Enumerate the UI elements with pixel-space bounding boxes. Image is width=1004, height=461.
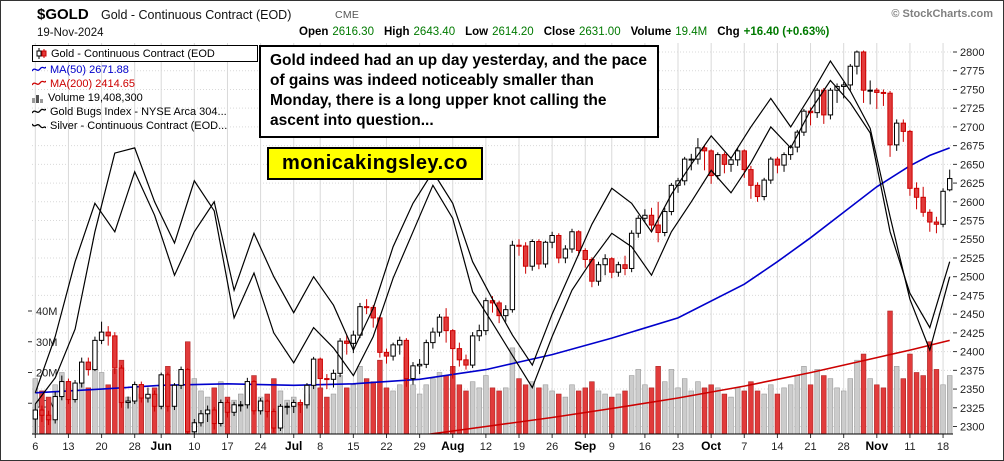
svg-text:2525: 2525 xyxy=(960,253,984,265)
annotation-box: Gold indeed had an up day yesterday, and… xyxy=(259,45,659,138)
svg-text:6: 6 xyxy=(32,441,38,453)
chg-label: Chg xyxy=(717,26,740,38)
svg-text:2400: 2400 xyxy=(960,347,984,359)
low-label: Low xyxy=(465,26,489,38)
silver-line-icon xyxy=(32,123,46,129)
svg-text:2700: 2700 xyxy=(960,122,984,134)
legend-price-label: Gold - Continuous Contract (EOD xyxy=(51,47,215,60)
svg-text:19: 19 xyxy=(513,441,525,453)
symbol: $GOLD xyxy=(37,6,89,23)
svg-text:2575: 2575 xyxy=(960,216,984,228)
stockcharts-credit: © StockCharts.com xyxy=(891,8,993,20)
svg-text:2500: 2500 xyxy=(960,272,984,284)
svg-text:Aug: Aug xyxy=(441,439,464,453)
legend-ma200-label: MA(200) 2414.65 xyxy=(50,77,135,90)
svg-text:15: 15 xyxy=(347,441,359,453)
svg-text:Sep: Sep xyxy=(574,439,596,453)
legend-item-volume: Volume 19,408,300 xyxy=(32,91,258,104)
svg-text:18: 18 xyxy=(937,441,949,453)
svg-text:Nov: Nov xyxy=(865,439,888,453)
svg-text:20: 20 xyxy=(95,441,107,453)
gold-bugs-line-icon xyxy=(32,108,46,114)
watermark-label: monicakingsley.co xyxy=(267,147,483,180)
svg-text:Jul: Jul xyxy=(285,439,302,453)
svg-text:2375: 2375 xyxy=(960,365,984,377)
chart-title: Gold - Continuous Contract (EOD) xyxy=(101,8,292,22)
quote-bar: Open 2616.30 High 2643.40 Low 2614.20 Close… xyxy=(299,26,829,38)
svg-text:10: 10 xyxy=(188,441,200,453)
ma200-line-icon xyxy=(32,80,46,86)
ma50-line-icon xyxy=(32,66,46,72)
legend-silver-label: Silver - Continuous Contract (EOD... xyxy=(50,119,228,132)
svg-text:29: 29 xyxy=(413,441,425,453)
open-value: 2616.30 xyxy=(332,26,374,38)
candlestick-icon xyxy=(36,48,47,59)
svg-text:2450: 2450 xyxy=(960,309,984,321)
chg-value: +16.40 (+0.63%) xyxy=(743,26,830,38)
svg-text:2775: 2775 xyxy=(960,66,984,78)
legend-volume-label: Volume 19,408,300 xyxy=(48,91,143,104)
svg-text:2675: 2675 xyxy=(960,141,984,153)
svg-text:2425: 2425 xyxy=(960,328,984,340)
svg-text:2650: 2650 xyxy=(960,159,984,171)
svg-text:7: 7 xyxy=(741,441,747,453)
svg-text:2325: 2325 xyxy=(960,403,984,415)
svg-text:2800: 2800 xyxy=(960,47,984,59)
close-label: Close xyxy=(543,26,576,38)
svg-text:2625: 2625 xyxy=(960,178,984,190)
legend-item-price: Gold - Continuous Contract (EOD xyxy=(32,45,258,62)
svg-text:24: 24 xyxy=(254,441,266,453)
svg-text:2475: 2475 xyxy=(960,290,984,302)
svg-text:16: 16 xyxy=(639,441,651,453)
svg-text:Oct: Oct xyxy=(701,439,721,453)
volume-bars-icon xyxy=(32,94,43,103)
chart-legend: Gold - Continuous Contract (EOD MA(50) 2… xyxy=(32,45,258,132)
svg-text:21: 21 xyxy=(804,441,816,453)
svg-text:28: 28 xyxy=(838,441,850,453)
svg-text:17: 17 xyxy=(221,441,233,453)
svg-text:22: 22 xyxy=(380,441,392,453)
svg-text:2600: 2600 xyxy=(960,197,984,209)
svg-text:2350: 2350 xyxy=(960,384,984,396)
svg-text:9: 9 xyxy=(609,441,615,453)
svg-text:14: 14 xyxy=(771,441,783,453)
high-label: High xyxy=(383,26,410,38)
svg-text:13: 13 xyxy=(62,441,74,453)
svg-text:2300: 2300 xyxy=(960,422,984,434)
legend-item-silver: Silver - Continuous Contract (EOD... xyxy=(32,119,258,132)
open-label: Open xyxy=(299,26,329,38)
svg-text:28: 28 xyxy=(129,441,141,453)
low-value: 2614.20 xyxy=(492,26,534,38)
svg-text:2550: 2550 xyxy=(960,234,984,246)
svg-text:2725: 2725 xyxy=(960,103,984,115)
legend-ma50-label: MA(50) 2671.88 xyxy=(50,63,129,76)
high-value: 2643.40 xyxy=(413,26,456,38)
volume-value: 19.4M xyxy=(675,26,708,38)
svg-text:2750: 2750 xyxy=(960,84,984,96)
svg-text:23: 23 xyxy=(672,441,684,453)
chart-date: 19-Nov-2024 xyxy=(37,27,104,39)
svg-text:40M: 40M xyxy=(36,306,57,318)
svg-text:20M: 20M xyxy=(36,368,57,380)
svg-text:11: 11 xyxy=(904,441,915,453)
svg-text:8: 8 xyxy=(317,441,323,453)
svg-text:12: 12 xyxy=(480,441,492,453)
close-value: 2631.00 xyxy=(579,26,621,38)
legend-item-ma200: MA(200) 2414.65 xyxy=(32,77,258,90)
exchange-label: CME xyxy=(335,9,360,21)
legend-item-gold-bugs: Gold Bugs Index - NYSE Arca 304... xyxy=(32,105,258,118)
legend-gold-bugs-label: Gold Bugs Index - NYSE Arca 304... xyxy=(50,105,227,118)
svg-text:26: 26 xyxy=(546,441,558,453)
svg-text:Jun: Jun xyxy=(151,439,172,453)
legend-item-ma50: MA(50) 2671.88 xyxy=(32,63,258,76)
volume-label: Volume xyxy=(630,26,672,38)
